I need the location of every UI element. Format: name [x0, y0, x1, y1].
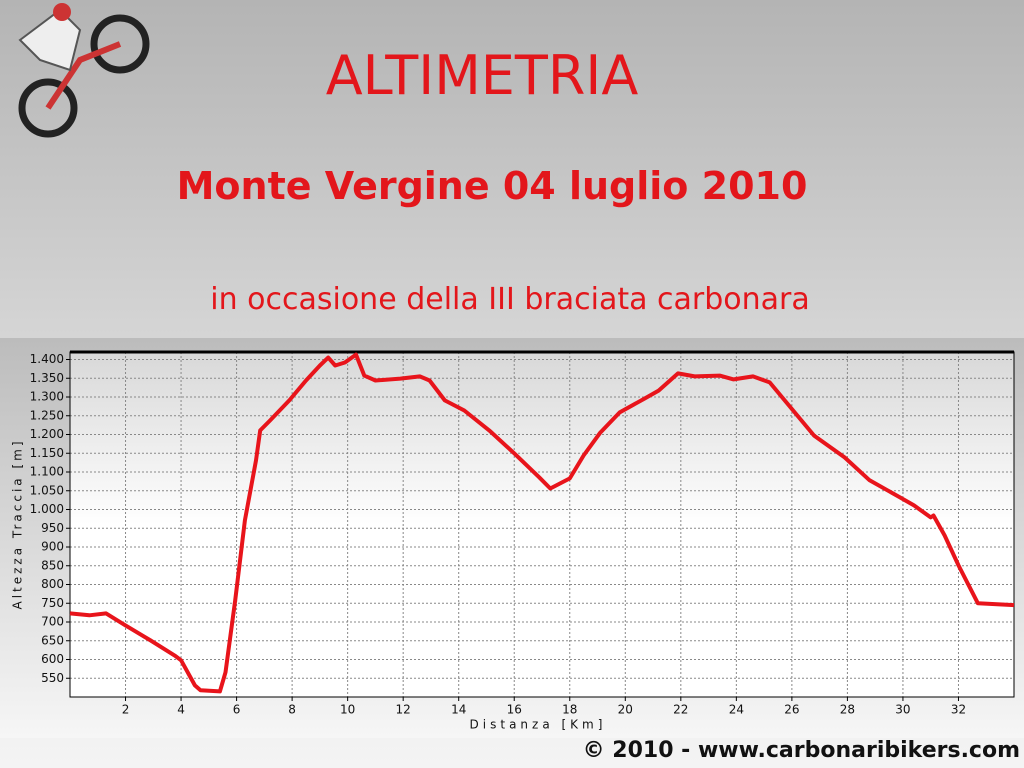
y-tick-label: 550: [41, 671, 64, 685]
y-tick-label: 1.400: [30, 352, 64, 366]
y-tick-label: 1.250: [30, 408, 64, 422]
annotation: in occasione della III braciata carbonar…: [210, 282, 810, 317]
title: ALTIMETRIA: [325, 44, 639, 107]
x-tick-label: 22: [673, 703, 688, 717]
x-tick-label: 10: [340, 703, 355, 717]
x-tick-label: 30: [895, 703, 910, 717]
y-tick-label: 1.200: [30, 427, 64, 441]
logo-helmet: [53, 3, 71, 21]
y-tick-label: 1.000: [30, 502, 64, 516]
logo: [18, 3, 150, 138]
y-tick-label: 650: [41, 633, 64, 647]
x-tick-label: 28: [840, 703, 855, 717]
x-tick-label: 4: [177, 703, 185, 717]
y-tick-label: 750: [41, 596, 64, 610]
y-tick-label: 1.350: [30, 371, 64, 385]
x-tick-label: 18: [562, 703, 577, 717]
y-tick-label: 850: [41, 558, 64, 572]
x-tick-label: 26: [784, 703, 799, 717]
y-tick-label: 600: [41, 652, 64, 666]
y-tick-label: 1.050: [30, 483, 64, 497]
y-tick-label: 950: [41, 521, 64, 535]
x-tick-label: 16: [507, 703, 522, 717]
logo-frame: [45, 41, 122, 110]
x-tick-label: 6: [233, 703, 241, 717]
subtitle: Monte Vergine 04 luglio 2010: [176, 164, 808, 208]
logo-rider: [18, 8, 82, 72]
x-tick-label: 32: [951, 703, 966, 717]
x-tick-label: 8: [288, 703, 296, 717]
x-tick-label: 2: [122, 703, 130, 717]
y-tick-label: 800: [41, 577, 64, 591]
y-tick-label: 1.150: [30, 446, 64, 460]
chart: Distanza [Km] Altezza Traccia [m] 550 600…: [0, 338, 1024, 738]
logo-wheel: [90, 14, 150, 74]
x-axis-label: Distanza [Km]: [470, 718, 607, 732]
plot-area: [70, 352, 1014, 697]
x-tick-label: 20: [618, 703, 633, 717]
x-tick-label: 14: [451, 703, 466, 717]
y-tick-label: 900: [41, 540, 64, 554]
x-tick-label: 12: [396, 703, 411, 717]
footer: © 2010 - www.carbonaribikers.com: [582, 738, 1020, 763]
x-tick-label: 24: [729, 703, 744, 717]
logo-wheel: [18, 78, 78, 138]
y-tick-label: 700: [41, 615, 64, 629]
y-tick-label: 1.300: [30, 390, 64, 404]
elevation-line: [69, 352, 1015, 694]
y-tick-label: 1.100: [30, 465, 64, 479]
y-axis-label: Altezza Traccia [m]: [11, 439, 25, 610]
